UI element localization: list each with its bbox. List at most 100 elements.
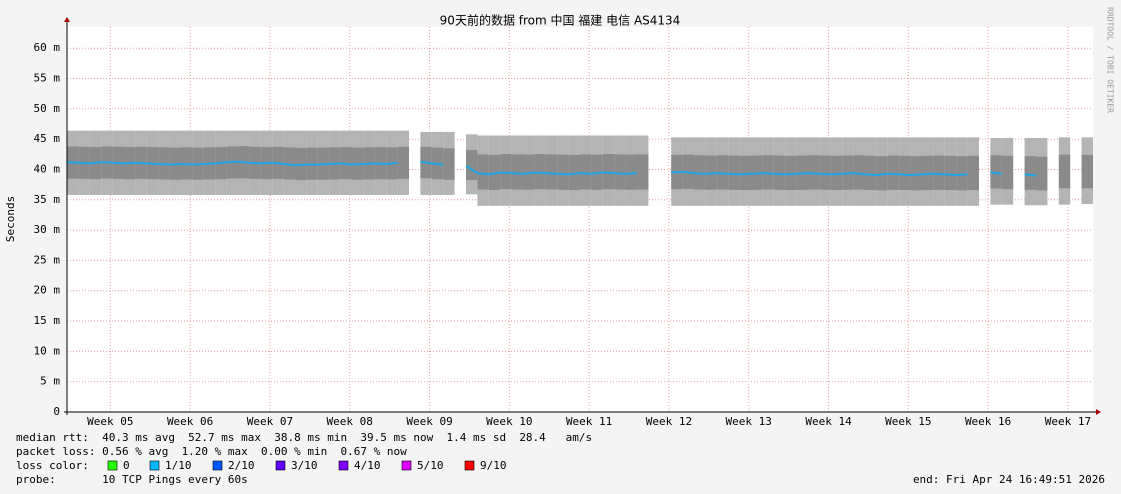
smoke-core — [1058, 154, 1071, 189]
loss-label: 2/10 — [228, 459, 255, 472]
side-text: RRDTOOL / TOBI OETIKER — [1106, 7, 1115, 113]
smoke-core — [625, 154, 637, 190]
smoke-core — [101, 146, 113, 179]
smoke-core — [716, 155, 729, 190]
axis-arrow — [64, 17, 70, 22]
loss-label: 4/10 — [354, 459, 381, 472]
smoke-core — [796, 155, 808, 190]
y-tick-label: 40 m — [34, 162, 61, 175]
smoke-core — [602, 154, 615, 190]
y-tick-label: 0 — [53, 405, 60, 418]
smoke-core — [865, 155, 877, 191]
x-tick-label: Week 07 — [247, 415, 293, 428]
y-tick-label: 15 m — [34, 314, 61, 327]
smoke-core — [933, 155, 945, 190]
loss-swatch — [464, 460, 475, 471]
smoke-core — [842, 155, 854, 190]
y-tick-label: 20 m — [34, 284, 61, 297]
smoke-core — [705, 155, 717, 190]
smoke-core — [67, 146, 79, 179]
x-tick-label: Week 13 — [726, 415, 772, 428]
stats-line: median rtt: 40.3 ms avg 52.7 ms max 38.8… — [16, 431, 592, 444]
y-tick-label: 50 m — [34, 102, 61, 115]
smoke-core — [534, 154, 546, 190]
y-tick-label: 60 m — [34, 41, 61, 54]
smoke-core — [545, 154, 558, 190]
smoke-core — [694, 155, 706, 190]
smoke-core — [944, 155, 957, 191]
y-tick-label: 30 m — [34, 223, 61, 236]
smoke-core — [1001, 155, 1014, 190]
axis-arrow — [1096, 409, 1101, 415]
x-tick-label: Week 17 — [1045, 415, 1091, 428]
smoke-core — [89, 147, 102, 180]
smoke-core — [500, 154, 512, 190]
smoke-core — [580, 154, 592, 190]
smoke-core — [728, 155, 740, 190]
smoke-core — [876, 156, 888, 191]
x-tick-label: Week 11 — [566, 415, 612, 428]
smoke-core — [1081, 154, 1093, 189]
smoke-core — [431, 147, 444, 180]
smoke-core — [751, 155, 763, 190]
smoke-core — [682, 154, 694, 189]
x-tick-label: Week 05 — [87, 415, 133, 428]
loss-label: 5/10 — [417, 459, 444, 472]
smoke-core — [910, 156, 922, 191]
smoke-core — [557, 154, 569, 190]
loss-label: 3/10 — [291, 459, 318, 472]
loss-label: 0 — [123, 459, 130, 472]
smoke-core — [739, 155, 751, 191]
smoke-core — [283, 147, 295, 180]
y-axis-label: Seconds — [4, 196, 17, 242]
smoke-core — [922, 155, 934, 191]
x-tick-label: Week 12 — [646, 415, 692, 428]
smoke-core — [568, 154, 580, 191]
smoke-core — [1024, 156, 1036, 190]
smoke-core — [853, 155, 865, 190]
y-tick-label: 45 m — [34, 132, 61, 145]
y-tick-label: 10 m — [34, 344, 61, 357]
smoke-core — [443, 148, 455, 180]
x-tick-label: Week 08 — [327, 415, 373, 428]
x-tick-label: Week 06 — [167, 415, 213, 428]
loss-swatch — [107, 460, 118, 471]
smoke-core — [830, 155, 843, 191]
smoke-core — [671, 154, 683, 190]
loss-label: loss color: — [16, 459, 89, 472]
x-tick-label: Week 09 — [406, 415, 452, 428]
loss-swatch — [275, 460, 286, 471]
smoke-core — [215, 147, 227, 180]
y-tick-label: 35 m — [34, 193, 61, 206]
smoke-core — [614, 154, 626, 190]
smoke-core — [967, 155, 979, 191]
stats-line: packet loss: 0.56 % avg 1.20 % max 0.00 … — [16, 445, 407, 458]
smoke-core — [899, 155, 911, 191]
plot-area — [67, 27, 1093, 412]
smoke-core — [819, 155, 831, 190]
loss-swatch — [212, 460, 223, 471]
smoke-core — [785, 155, 797, 191]
x-tick-label: Week 10 — [486, 415, 532, 428]
smoke-core — [990, 155, 1002, 189]
smoke-core — [762, 155, 774, 190]
smoke-core — [477, 154, 489, 190]
loss-swatch — [149, 460, 160, 471]
loss-label: 1/10 — [165, 459, 192, 472]
smoke-core — [386, 147, 398, 180]
smoke-core — [466, 150, 478, 181]
y-tick-label: 25 m — [34, 253, 61, 266]
smoke-core — [420, 146, 432, 179]
smoke-core — [397, 146, 409, 179]
smoke-core — [808, 155, 820, 190]
smoke-core — [1036, 156, 1048, 191]
loss-swatch — [338, 460, 349, 471]
chart-title: 90天前的数据 from 中国 福建 电信 AS4134 — [440, 13, 681, 28]
smoke-core — [637, 154, 649, 190]
probe-text: probe: 10 TCP Pings every 60s — [16, 473, 248, 486]
y-tick-label: 55 m — [34, 72, 61, 85]
smoke-core — [773, 155, 786, 190]
smoke-core — [511, 154, 523, 190]
